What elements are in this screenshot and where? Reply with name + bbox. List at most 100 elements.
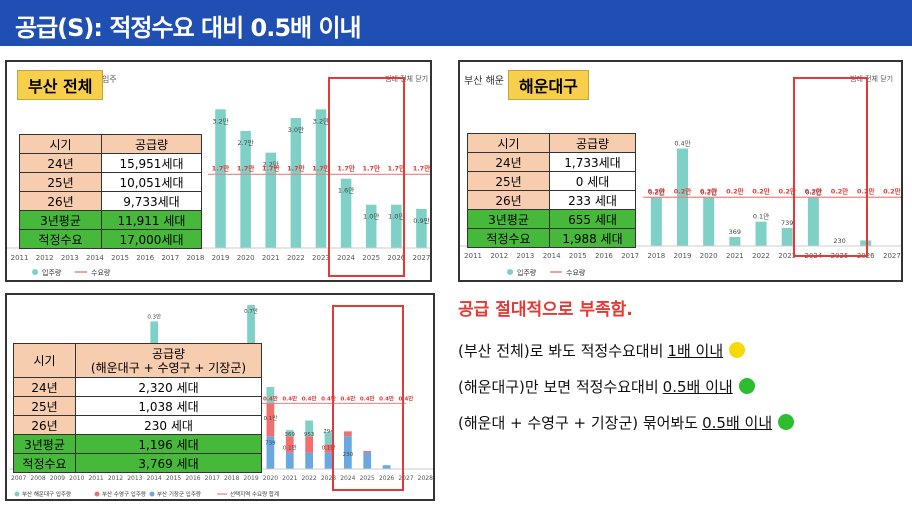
x-tick-label: 2020 (263, 475, 278, 482)
bar (340, 178, 352, 248)
bar (215, 109, 226, 248)
line-data-label: 1.7만 (212, 163, 230, 172)
haeundae-panel: 2011 2012 2013 2014 2015 2016 2017 2018 0.2만 2019… (458, 60, 903, 282)
table-cell-amount: 1,988 세대 (549, 228, 636, 248)
table-header-period: 시기 (13, 343, 76, 378)
table-row: 26년 230 세대 (13, 415, 262, 435)
x-tick-label: 2016 (136, 254, 154, 262)
bar-data-label: 739 (265, 440, 276, 446)
region-label-busan: 부산 전체 (17, 70, 104, 100)
summary-text: (부산 전체)로 봐도 적정수요대비 (458, 341, 664, 360)
x-tick-label: 2013 (61, 254, 79, 262)
table-cell-period: 24년 (19, 153, 102, 173)
bar-data-label: 369 (729, 228, 741, 236)
table-cell-period: 24년 (13, 377, 76, 397)
table-cell-amount: 0 세대 (549, 171, 636, 191)
haeundae-supply-table: 시기 공급량 24년 1,733세대 25년 0 세대 26년 233 세대 3… (467, 133, 636, 248)
bar-data-label: 1.0만 (363, 212, 379, 221)
line-data-label: 1.7만 (262, 163, 280, 172)
table-cell-period: 3년평균 (19, 210, 102, 230)
x-tick-label: 2010 (69, 475, 84, 482)
x-tick-label: 2021 (726, 252, 744, 260)
summary-text: (해운대구)만 보면 적정수요대비 (458, 377, 659, 396)
line-data-label: 0.2만 (648, 186, 666, 195)
bar-segment (247, 305, 255, 355)
bar (729, 237, 741, 246)
bar-data-label: 0.2만 (648, 187, 664, 196)
x-tick-label: 2007 (11, 475, 26, 482)
bar-segment (266, 403, 275, 437)
x-tick-label: 2015 (166, 475, 181, 482)
bar (391, 204, 402, 248)
x-tick-label: 2024 (337, 254, 355, 262)
header-bar: 공급(S): 적정수요 대비 0.5배 이내 (0, 0, 912, 46)
summary-line-combined: (해운대 + 수영구 + 기장군) 묶어봐도 0.5배 이내 (458, 404, 908, 440)
bar (365, 204, 377, 248)
legend-label: 입주량 (42, 269, 62, 277)
bar-data-label: 3.2만 (212, 116, 228, 125)
chart-title-fragment: 부산 해운 (464, 76, 504, 87)
busan-supply-table: 시기 공급량 24년 15,951세대 25년 10,051세대 26년 9,7… (19, 134, 202, 249)
x-tick-label: 2019 (243, 475, 258, 482)
table-cell-period: 적정수요 (13, 453, 76, 473)
bar (650, 197, 662, 246)
legend-label: 선택지역 수요량 합계 (230, 490, 279, 498)
line-data-label: 0.4만 (282, 394, 297, 402)
bar-data-label: 230 (833, 237, 845, 245)
bar-data-label: 739 (781, 219, 793, 227)
table-row: 25년 0 세대 (467, 171, 636, 191)
table-cell-amount: 1,038 세대 (75, 396, 262, 416)
x-tick-label: 2027 (883, 252, 901, 260)
bar-data-label: 0.1만 (264, 414, 278, 422)
x-tick-label: 2019 (212, 254, 230, 262)
region-label-haeundae: 해운대구 (508, 70, 589, 100)
bar (290, 118, 302, 248)
bar-data-label: 0.7만 (244, 307, 258, 315)
legend-toggle[interactable]: 범례 전체 닫기 (385, 75, 429, 83)
page-title: 공급(S): 적정수요 대비 0.5배 이내 (15, 14, 362, 42)
table-row: 적정수요 1,988 세대 (467, 228, 636, 248)
legend-toggle[interactable]: 범례 전체 닫기 (850, 75, 894, 83)
x-tick-label: 2020 (700, 252, 718, 260)
table-header-amount: 공급량 (101, 134, 202, 154)
bar (240, 131, 251, 248)
x-tick-label: 2028 (418, 475, 433, 482)
table-cell-period: 25년 (467, 171, 550, 191)
table-row: 24년 2,320 세대 (13, 377, 262, 397)
summary-emphasis: 0.5배 이내 (662, 377, 733, 396)
bar-segment (343, 431, 352, 437)
x-tick-label: 2012 (108, 475, 123, 482)
x-tick-label: 2012 (36, 254, 54, 262)
table-cell-period: 적정수요 (19, 229, 102, 249)
busan-total-panel: 2011 2012 2013 2014 2015 2016 2017 2018 2019 3.2만… (5, 60, 432, 282)
table-row: 26년 9,733세대 (19, 191, 202, 211)
table-row: 24년 15,951세대 (19, 153, 202, 173)
bar-segment (285, 430, 294, 437)
bar-segment (266, 436, 275, 469)
x-tick-label: 2026 (387, 254, 405, 262)
bar-data-label: 953 (304, 432, 315, 438)
x-tick-label: 2018 (186, 254, 204, 262)
table-cell-amount: 3,769 세대 (75, 453, 262, 473)
x-tick-label: 2025 (362, 254, 380, 262)
bar-data-label: 294 (323, 429, 334, 435)
table-cell-period: 26년 (19, 191, 102, 211)
bar-data-label: 3.0만 (288, 125, 304, 134)
x-tick-label: 2021 (282, 475, 297, 482)
table-cell-period: 25년 (13, 396, 76, 416)
bar-segment (305, 436, 314, 453)
yellow-circle-icon (729, 342, 746, 358)
bar-data-label: 230 (343, 452, 354, 458)
table-header-amount-title: 공급량 (151, 346, 186, 361)
bar-data-label: 2.2만 (263, 160, 279, 169)
legend-label: 입주량 (517, 269, 537, 277)
bar (703, 197, 715, 246)
bar-segment (324, 452, 333, 469)
x-tick-label: 2008 (30, 475, 45, 482)
bar (416, 209, 427, 248)
line-data-label: 1.7만 (312, 163, 330, 172)
x-tick-label: 2011 (464, 252, 482, 260)
bar-segment (363, 450, 372, 453)
line-data-label: 0.2만 (674, 186, 692, 195)
table-cell-amount: 17,000세대 (101, 229, 202, 249)
